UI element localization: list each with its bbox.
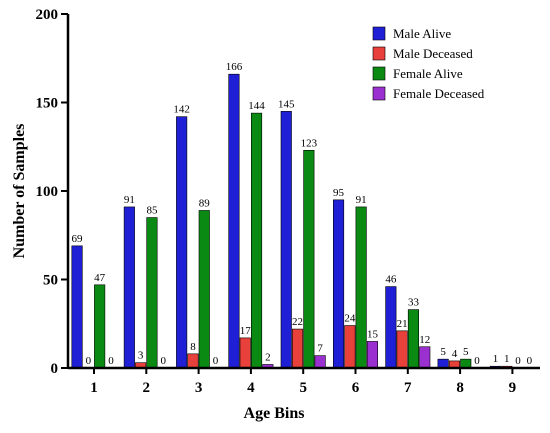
bar-female-alive (355, 206, 367, 369)
y-tick-label: 100 (36, 184, 59, 200)
legend-label-male-deceased: Male Deceased (393, 46, 473, 61)
bar-female-alive (251, 112, 263, 369)
data-label-male-alive: 91 (124, 194, 135, 206)
data-label-female-alive: 91 (356, 194, 367, 206)
y-tick-label: 150 (36, 96, 59, 112)
legend-swatch-female-deceased (372, 86, 386, 101)
data-label-female-deceased: 12 (419, 334, 430, 346)
bar-male-deceased (239, 337, 251, 369)
bar-male-deceased (344, 325, 356, 369)
data-label-female-deceased: 7 (317, 343, 323, 355)
bar-male-deceased (291, 328, 304, 369)
legend-label-female-deceased: Female Deceased (393, 86, 485, 101)
data-label-male-alive: 95 (333, 187, 345, 199)
data-label-male-alive: 46 (385, 274, 397, 286)
data-label-male-alive: 1 (493, 353, 499, 365)
data-label-male-alive: 145 (278, 98, 295, 110)
data-label-male-deceased: 1 (504, 353, 510, 365)
bar-female-alive (460, 358, 472, 369)
legend-swatch-female-alive (372, 66, 386, 81)
data-label-male-deceased: 4 (452, 348, 458, 360)
data-label-male-deceased: 17 (240, 325, 252, 337)
bar-male-alive (385, 286, 397, 369)
x-tick-label: 8 (456, 380, 464, 396)
bar-female-deceased (366, 341, 379, 369)
legend-swatch-male-alive (372, 26, 386, 41)
y-tick-label: 0 (51, 361, 59, 377)
y-axis-title: Number of Samples (11, 124, 28, 259)
x-tick-label: 5 (299, 380, 307, 396)
data-label-male-deceased: 3 (138, 350, 144, 362)
bar-female-alive (303, 149, 315, 369)
data-label-female-deceased: 0 (108, 355, 114, 367)
y-axis-ticks: 0 50 100 150 200 (36, 7, 68, 377)
bar-male-alive (71, 245, 83, 369)
data-label-male-deceased: 8 (190, 341, 196, 353)
data-label-female-alive: 144 (248, 100, 265, 112)
data-label-female-deceased: 2 (265, 351, 271, 363)
bar-female-alive (198, 210, 210, 369)
data-label-female-alive: 0 (515, 355, 521, 367)
bar-female-deceased (314, 355, 326, 369)
data-label-female-alive: 5 (463, 346, 469, 358)
bar-male-alive (280, 111, 292, 369)
bar-male-alive (437, 358, 449, 369)
x-tick-label: 4 (247, 380, 255, 396)
plot-area: 6904709138501428890166171442145221237952… (71, 61, 533, 369)
data-label-female-deceased: 0 (474, 355, 480, 367)
bar-female-alive (146, 217, 158, 369)
data-label-female-alive: 123 (301, 137, 318, 149)
y-tick-label: 50 (43, 273, 58, 289)
x-tick-label: 6 (352, 380, 360, 396)
data-label-male-alive: 5 (440, 346, 446, 358)
y-tick-label: 200 (36, 7, 59, 23)
data-label-female-deceased: 0 (527, 355, 533, 367)
data-label-male-alive: 142 (173, 104, 190, 116)
bar-female-alive (94, 284, 106, 369)
data-label-female-alive: 85 (146, 205, 158, 217)
x-tick-label: 3 (195, 380, 203, 396)
bar-male-deceased (187, 353, 199, 369)
data-label-female-deceased: 15 (367, 328, 379, 340)
data-label-female-alive: 33 (408, 297, 420, 309)
data-label-male-deceased: 24 (344, 313, 356, 325)
legend: Male Alive Male Deceased Female Alive Femal… (372, 26, 485, 101)
legend-label-male-alive: Male Alive (393, 26, 451, 41)
data-label-male-deceased: 22 (292, 316, 303, 328)
x-tick-label: 7 (404, 380, 412, 396)
bar-male-deceased (396, 330, 408, 369)
data-label-male-alive: 69 (72, 233, 84, 245)
x-axis-title: Age Bins (244, 405, 305, 422)
data-label-female-deceased: 0 (161, 355, 167, 367)
x-axis-ticks: 1 2 3 4 5 6 7 8 9 (90, 368, 516, 396)
data-label-female-deceased: 0 (213, 355, 219, 367)
data-label-female-alive: 89 (199, 197, 211, 209)
bar-male-alive (228, 73, 240, 369)
bar-male-alive (332, 199, 345, 369)
data-label-female-alive: 47 (94, 272, 106, 284)
x-tick-label: 1 (90, 380, 98, 396)
x-tick-label: 2 (143, 380, 151, 396)
x-tick-label: 9 (509, 380, 517, 396)
data-label-male-deceased: 0 (86, 355, 92, 367)
bar-female-alive (407, 309, 420, 369)
data-label-male-deceased: 21 (397, 318, 408, 330)
legend-label-female-alive: Female Alive (393, 66, 463, 81)
bar-male-alive (123, 206, 135, 369)
bar-female-deceased (419, 346, 431, 369)
data-label-male-alive: 166 (226, 61, 243, 73)
legend-swatch-male-deceased (372, 46, 386, 61)
bar-male-alive (176, 116, 188, 369)
